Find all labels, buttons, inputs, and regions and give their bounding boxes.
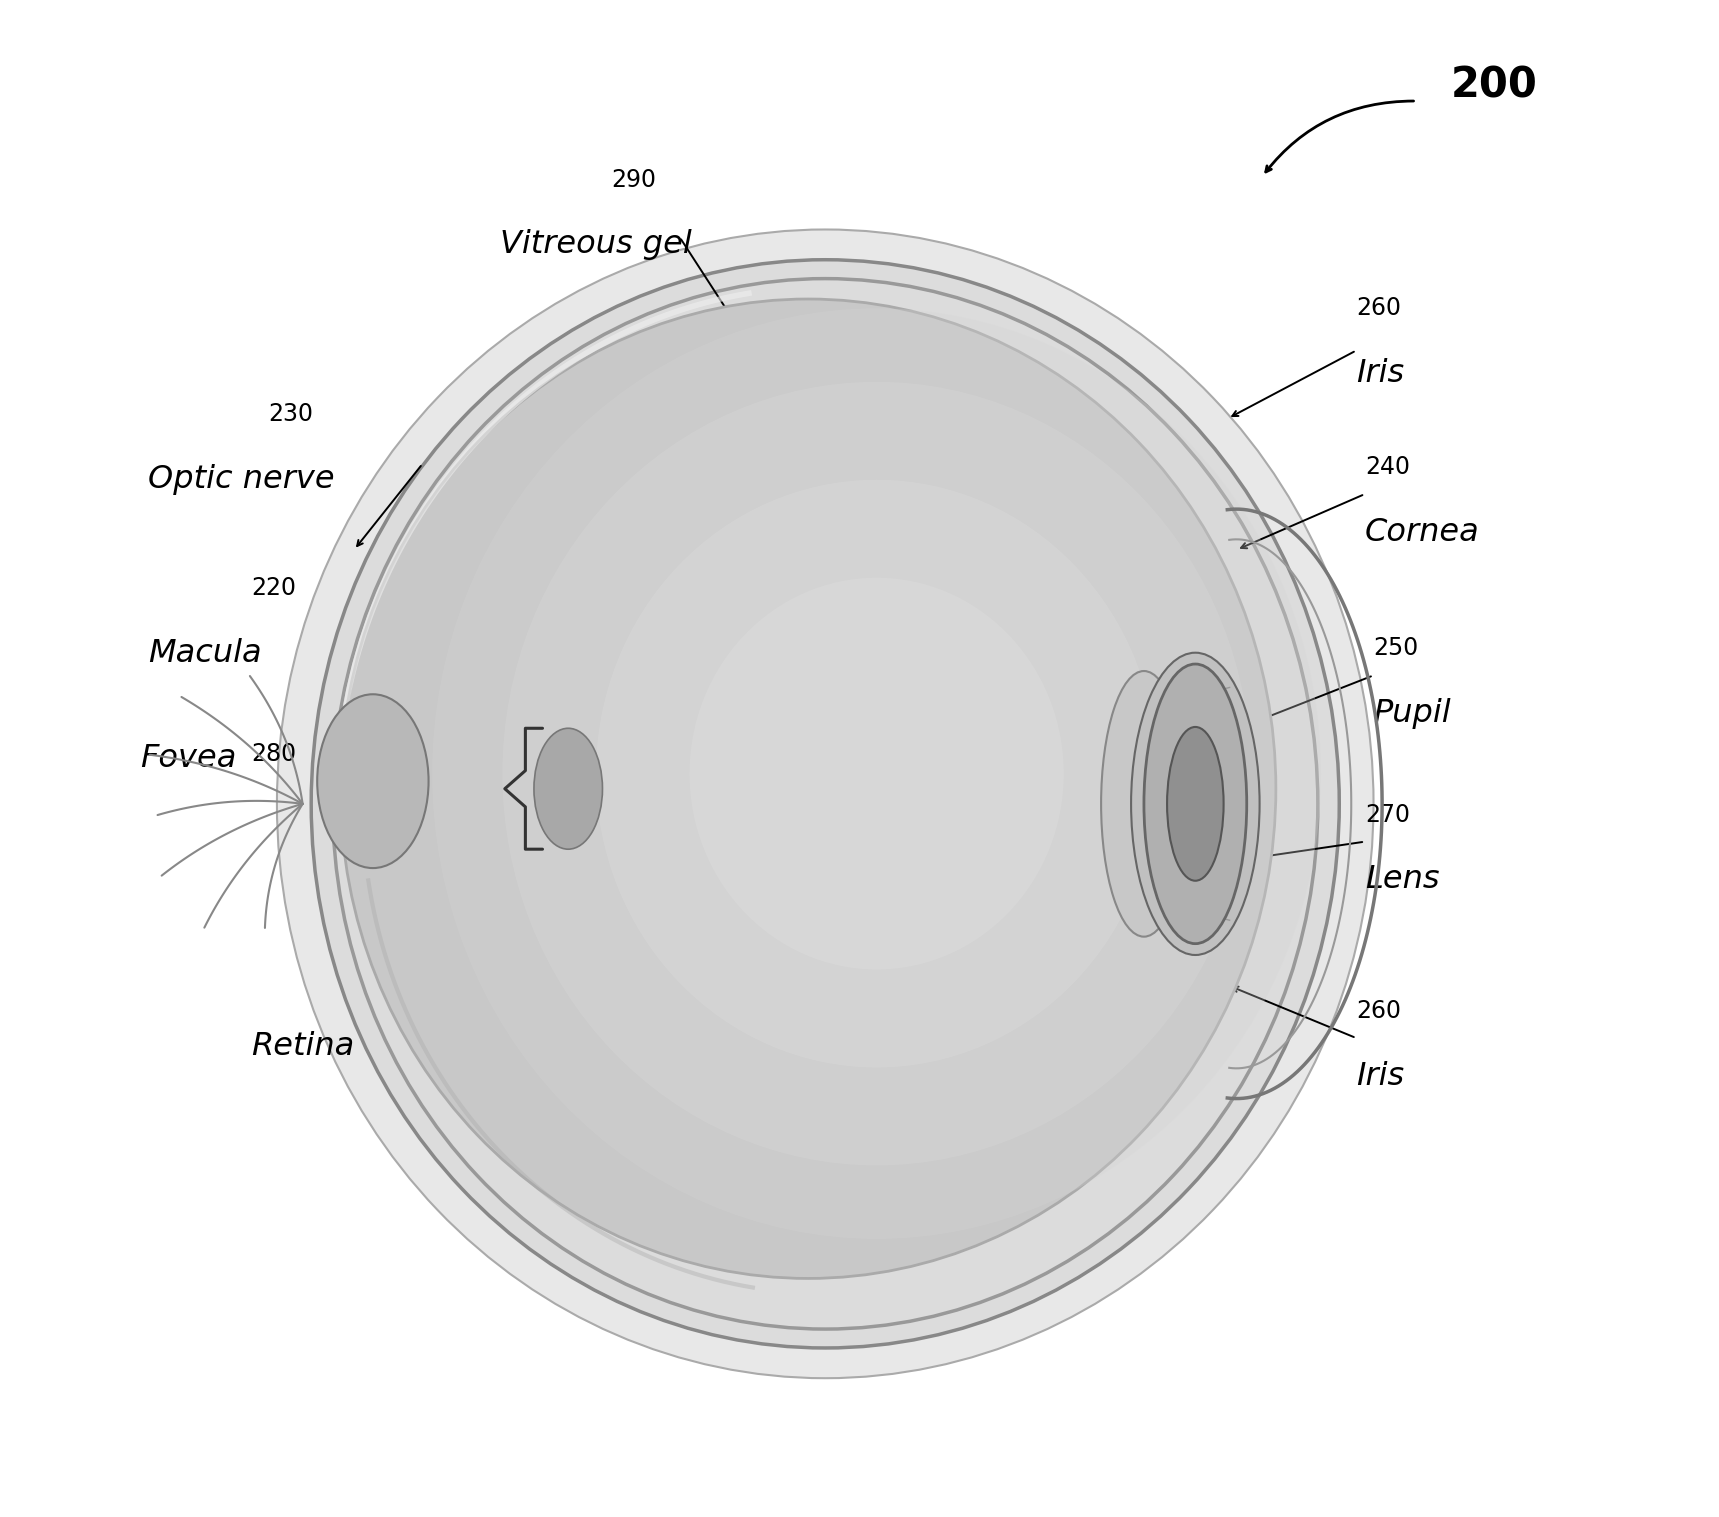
Ellipse shape xyxy=(311,259,1339,1349)
Text: Iris: Iris xyxy=(1356,358,1404,388)
Text: 260: 260 xyxy=(1356,296,1401,320)
Ellipse shape xyxy=(340,299,1275,1279)
Text: 270: 270 xyxy=(1365,802,1410,827)
Text: Pupil: Pupil xyxy=(1373,698,1451,730)
Text: Cornea: Cornea xyxy=(1365,517,1480,548)
Ellipse shape xyxy=(277,229,1373,1377)
Ellipse shape xyxy=(502,382,1251,1165)
Ellipse shape xyxy=(431,308,1320,1239)
Text: 240: 240 xyxy=(1365,455,1410,479)
Text: Macula: Macula xyxy=(148,637,261,669)
Text: 200: 200 xyxy=(1451,65,1537,106)
Text: Vitreous gel: Vitreous gel xyxy=(500,229,691,261)
Text: Iris: Iris xyxy=(1356,1060,1404,1092)
Ellipse shape xyxy=(1102,671,1186,936)
Ellipse shape xyxy=(689,578,1064,969)
Ellipse shape xyxy=(1131,652,1260,956)
Text: Retina: Retina xyxy=(251,1030,354,1062)
Text: Fovea: Fovea xyxy=(139,743,236,774)
Text: 230: 230 xyxy=(268,402,313,426)
Ellipse shape xyxy=(1167,727,1224,881)
Text: 220: 220 xyxy=(251,576,296,599)
Ellipse shape xyxy=(1143,664,1246,944)
Text: 260: 260 xyxy=(1356,1000,1401,1022)
Text: 210: 210 xyxy=(380,969,425,992)
Text: 290: 290 xyxy=(610,168,657,191)
Text: Optic nerve: Optic nerve xyxy=(148,464,335,495)
Ellipse shape xyxy=(318,695,428,868)
Text: Lens: Lens xyxy=(1365,865,1439,895)
Text: 280: 280 xyxy=(251,742,296,766)
Text: 250: 250 xyxy=(1373,636,1418,660)
Ellipse shape xyxy=(535,728,602,850)
Ellipse shape xyxy=(596,479,1157,1068)
